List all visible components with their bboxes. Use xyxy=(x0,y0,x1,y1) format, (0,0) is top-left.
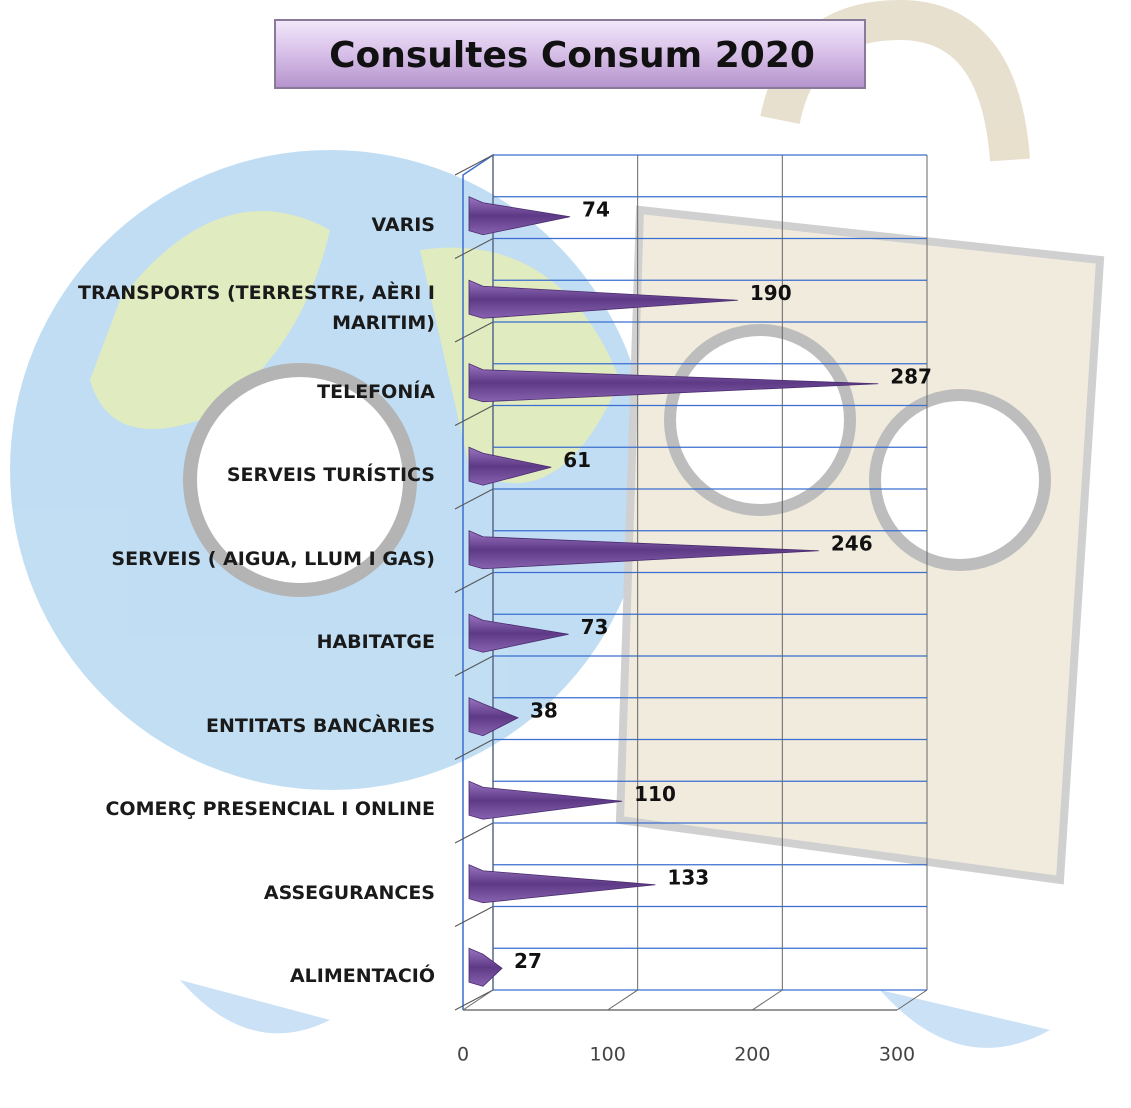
axis-tick-row xyxy=(454,822,494,844)
axis-tick-row xyxy=(454,906,494,927)
axis-tick-row xyxy=(454,405,494,426)
bar xyxy=(468,697,519,737)
value-label: 38 xyxy=(530,698,558,722)
category-label: SERVEIS TURÍSTICS xyxy=(226,464,435,487)
value-label: 133 xyxy=(667,865,709,889)
bar xyxy=(468,363,879,403)
value-label: 190 xyxy=(750,281,792,305)
axis-tick-row xyxy=(454,739,494,760)
axis-tick-row xyxy=(454,572,494,593)
axis-tick-row xyxy=(454,154,494,176)
x-tick-label: 100 xyxy=(590,1044,626,1066)
category-label: VARIS xyxy=(371,213,435,236)
axis-tick-row xyxy=(454,655,494,677)
bar xyxy=(468,613,569,653)
axis-tick-row xyxy=(454,238,494,259)
value-label: 287 xyxy=(890,364,932,388)
title-box xyxy=(274,19,866,89)
value-label: 73 xyxy=(581,615,609,639)
value-label: 74 xyxy=(582,197,610,221)
bar xyxy=(468,279,738,319)
bar xyxy=(468,446,552,486)
category-label: TELEFONÍA xyxy=(317,380,435,403)
chart-title: Consultes Consum 2020 xyxy=(329,35,815,76)
x-tick xyxy=(752,989,783,1011)
value-label: 110 xyxy=(634,782,676,806)
x-tick-label: 300 xyxy=(879,1044,915,1066)
bar xyxy=(468,864,656,904)
x-tick xyxy=(607,989,638,1011)
category-label: ALIMENTACIÓ xyxy=(289,965,435,988)
category-label: TRANSPORTS (TERRESTRE, AÈRI I MARITIM) xyxy=(77,282,435,335)
category-label: ASSEGURANCES xyxy=(263,881,435,904)
value-label: 246 xyxy=(831,531,873,555)
bar xyxy=(468,196,571,236)
x-tick-label: 200 xyxy=(734,1044,770,1066)
value-label: 61 xyxy=(563,448,591,472)
category-label: COMERÇ PRESENCIAL I ONLINE xyxy=(105,798,435,821)
bar xyxy=(468,780,623,820)
axis-tick-row xyxy=(454,989,494,1011)
x-tick xyxy=(462,989,494,1011)
value-label: 27 xyxy=(514,949,542,973)
category-label: ENTITATS BANCÀRIES xyxy=(206,714,435,737)
bar xyxy=(468,947,503,987)
x-tick-label: 0 xyxy=(457,1044,469,1066)
axis-tick-row xyxy=(454,488,494,510)
bar xyxy=(468,530,819,570)
category-label: SERVEIS ( AIGUA, LLUM I GAS) xyxy=(111,547,435,570)
axis-tick-row xyxy=(454,321,494,343)
x-tick xyxy=(896,989,928,1011)
category-label: HABITATGE xyxy=(316,631,435,654)
